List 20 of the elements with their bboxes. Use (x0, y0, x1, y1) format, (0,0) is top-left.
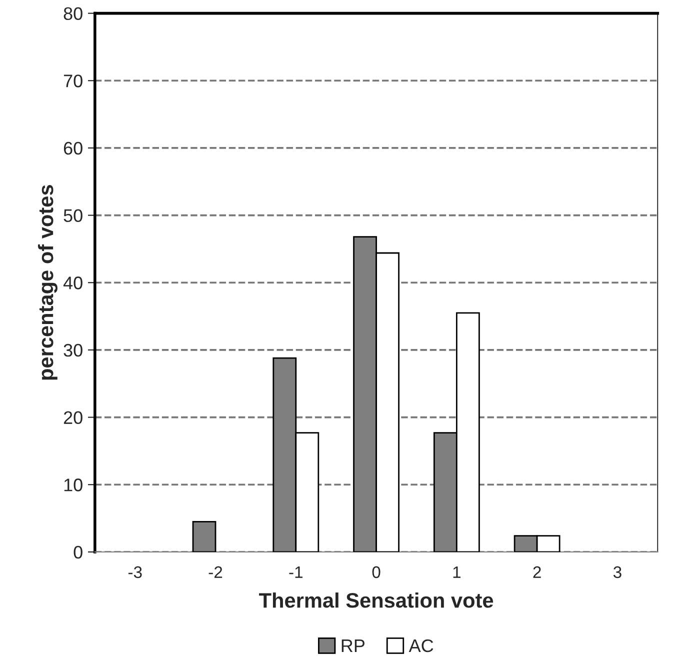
y-tick-label: 0 (74, 546, 82, 559)
y-axis-title: percentage of votes (38, 185, 58, 380)
y-tick-label: 10 (64, 478, 82, 492)
legend-label: AC (408, 639, 434, 652)
y-tick-label: 60 (64, 142, 82, 155)
y-tick-label: 80 (64, 7, 82, 20)
y-tick-label: 50 (64, 209, 82, 222)
y-tick-label: 70 (64, 74, 82, 88)
legend-label: RP (342, 640, 365, 652)
x-tick-label: 1 (453, 566, 461, 578)
x-tick-label: -3 (128, 566, 142, 578)
x-tick-label: 3 (613, 566, 622, 578)
x-tick-label: -2 (208, 566, 222, 578)
y-tick-label: 40 (63, 276, 82, 290)
x-tick-label: 0 (372, 566, 380, 578)
y-tick-label: 30 (64, 344, 82, 357)
x-tick-label: 2 (533, 566, 541, 578)
y-tick-label: 20 (64, 411, 82, 424)
x-tick-label: -1 (289, 566, 302, 578)
x-axis-title: Thermal Sensation vote (259, 592, 494, 608)
